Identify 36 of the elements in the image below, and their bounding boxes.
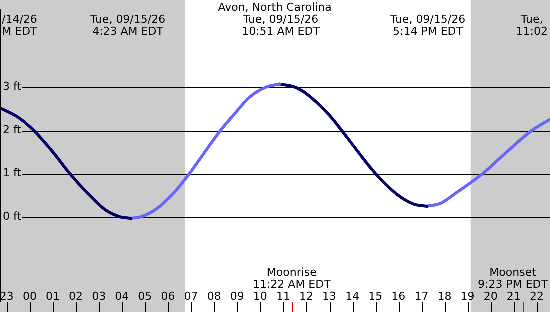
y-tick-label: 2 ft	[3, 123, 22, 136]
x-tick-label: 18	[438, 290, 452, 303]
x-tick-label: 14	[346, 290, 360, 303]
x-tick-label: 13	[322, 290, 337, 303]
annotation: Tue, 11:02	[516, 12, 548, 38]
x-tick-label: 02	[69, 290, 84, 303]
x-tick-label: 09	[230, 290, 244, 303]
x-tick-label: 07	[184, 290, 198, 303]
x-tick-label: 21	[506, 290, 521, 303]
x-tick-label: 12	[299, 290, 314, 303]
x-tick-label: 05	[138, 290, 152, 303]
annotation: Tue, 09/15/26 4:23 AM EDT	[89, 12, 166, 38]
x-tick-label: 22	[530, 290, 544, 303]
x-tick-label: 23	[0, 290, 14, 303]
x-tick-label: 15	[368, 290, 383, 303]
x-tick-label: 03	[92, 290, 106, 303]
x-tick-label: 17	[414, 290, 429, 303]
ref-line-label: Moonrise 11:22 AM EDT	[252, 266, 332, 291]
x-tick-label: 10	[253, 290, 268, 303]
x-tick-label: 06	[161, 290, 176, 303]
x-tick-label: 00	[22, 290, 37, 303]
x-tick-label: 04	[115, 290, 130, 303]
x-tick-label: 11	[276, 290, 290, 303]
y-tick-label: 0 ft	[3, 210, 22, 223]
annotation: /14/26 M EDT	[2, 12, 38, 38]
x-tick-label: 20	[484, 290, 498, 303]
annotation: Tue, 09/15/26 10:51 AM EDT	[242, 12, 320, 38]
ref-line-label: Moonset 9:23 PM EDT	[478, 266, 548, 291]
x-tick-label: 19	[460, 290, 475, 303]
x-tick-label: 16	[392, 290, 406, 303]
y-tick-label: 1 ft	[3, 166, 22, 180]
annotation: Tue, 09/15/26 5:14 PM EDT	[389, 12, 466, 38]
x-tick-label: 01	[46, 290, 60, 303]
y-tick-label: 3 ft	[3, 80, 22, 94]
x-tick-label: 08	[207, 290, 222, 303]
chart-title: Avon, North Carolina	[218, 0, 332, 14]
